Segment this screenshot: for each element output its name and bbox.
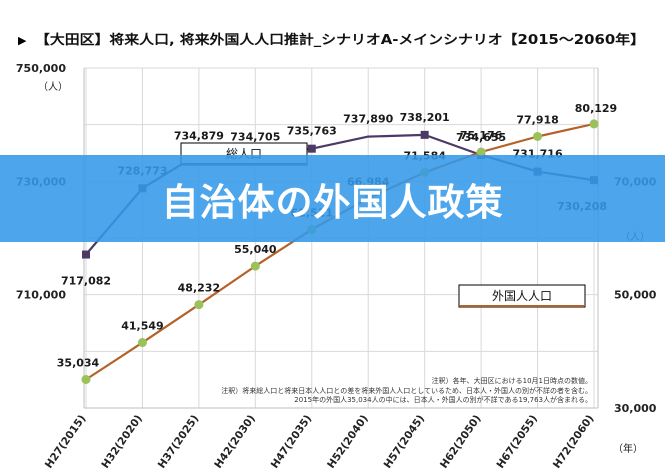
x-tick-label: H52(2040) — [325, 413, 371, 471]
series-0-data-label: 734,655 — [456, 131, 506, 144]
notes-layer: 注釈）各年、大田区における10月1日時点の数値。注釈）将来総人口と将来日本人人口… — [221, 376, 592, 404]
x-tick-label: H42(2030) — [212, 413, 258, 471]
overlay-banner: 自治体の外国人政策 — [0, 155, 665, 242]
series-layer: 717,082728,773734,879734,705735,763737,8… — [57, 102, 617, 384]
left-axis-unit: （人） — [38, 81, 68, 93]
x-tick-label: H32(2020) — [99, 413, 145, 471]
right-tick-label: 30,000 — [614, 402, 657, 415]
footnote: 2015年の外国人35,034人の中には、日本人・外国人の別が不詳である19,7… — [294, 395, 592, 404]
legend-label-1: 外国人人口 — [492, 289, 552, 303]
left-tick-label: 750,000 — [16, 62, 66, 75]
series-1-data-label: 48,232 — [178, 282, 220, 295]
chart-title: 【大田区】将来人口, 将来外国人人口推計_シナリオA-メインシナリオ【2015～… — [35, 32, 645, 48]
series-0-data-label: 737,890 — [343, 113, 393, 126]
series-1-data-label: 80,129 — [575, 102, 617, 115]
right-tick-label: 50,000 — [614, 289, 657, 302]
series-1-marker — [137, 338, 147, 348]
series-1-data-label: 41,549 — [121, 320, 163, 333]
series-1-marker — [476, 147, 486, 157]
series-1-marker — [589, 119, 599, 129]
series-1-data-label: 55,040 — [234, 243, 277, 256]
banner-text: 自治体の外国人政策 — [161, 180, 504, 224]
footnote: 注釈）将来総人口と将来日本人人口との差を将来外国人人口としているため、日本人・外… — [221, 386, 592, 395]
x-tick-label: H27(2015) — [43, 413, 89, 471]
series-0-marker — [420, 130, 429, 139]
axes: 750,000730,000710,000（人）70,00050,00030,0… — [16, 62, 657, 471]
series-1-data-label: 77,918 — [516, 113, 558, 126]
series-0-data-label: 738,201 — [400, 111, 450, 124]
left-tick-label: 710,000 — [16, 289, 66, 302]
series-1-data-label: 35,034 — [57, 356, 100, 369]
x-tick-label: H72(2060) — [551, 413, 597, 471]
x-tick-label: H57(2045) — [382, 413, 428, 471]
x-tick-label: H37(2025) — [156, 413, 202, 471]
series-1-marker — [81, 374, 91, 384]
footnote: 注釈）各年、大田区における10月1日時点の数値。 — [432, 376, 592, 385]
series-1-data-label: 75,176 — [460, 129, 503, 142]
x-tick-label: H62(2050) — [438, 413, 484, 471]
x-tick-label: H67(2055) — [494, 413, 540, 471]
x-axis-unit: （年） — [613, 442, 643, 455]
series-1-marker — [250, 261, 260, 271]
series-0-data-label: 717,082 — [61, 275, 111, 288]
title-bullet-icon: ▶ — [18, 34, 27, 47]
series-0-data-label: 734,705 — [230, 131, 280, 144]
series-1-marker — [533, 131, 543, 141]
series-0-data-label: 735,763 — [287, 125, 337, 138]
x-tick-label: H47(2035) — [269, 413, 315, 471]
series-0-marker — [82, 250, 90, 259]
series-0-marker — [307, 144, 316, 153]
series-0-data-label: 734,879 — [174, 130, 224, 143]
series-1-marker — [194, 300, 204, 310]
